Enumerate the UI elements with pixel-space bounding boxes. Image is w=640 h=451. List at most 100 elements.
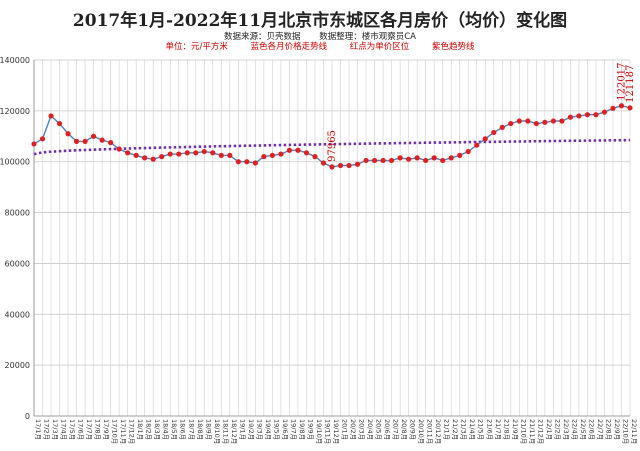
- data-point-10: [116, 146, 122, 152]
- y-tick-label-1: 20000: [5, 361, 30, 370]
- data-point-30: [286, 147, 293, 153]
- data-point-45: [414, 155, 420, 161]
- data-point-2: [48, 113, 54, 119]
- data-point-12: [133, 152, 139, 158]
- data-point-52: [474, 142, 480, 148]
- x-tick-label-58: 21/11月: [528, 419, 536, 444]
- x-tick-label-26: 19/3月: [255, 419, 263, 440]
- x-tick-label-44: 20/9月: [409, 419, 417, 440]
- data-point-25: [244, 159, 250, 165]
- data-point-53: [482, 136, 488, 142]
- y-tick-label-7: 140000: [0, 56, 30, 65]
- x-tick-label-5: 17/6月: [77, 419, 85, 440]
- x-tick-label-16: 18/5月: [170, 419, 178, 440]
- data-point-43: [397, 155, 403, 161]
- x-tick-label-62: 22/3月: [562, 419, 570, 440]
- trend-line: [33, 138, 631, 156]
- data-point-50: [457, 152, 463, 158]
- data-point-60: [542, 119, 548, 125]
- data-label-1: 122017: [616, 63, 627, 101]
- data-point-24: [235, 159, 241, 165]
- data-point-11: [125, 150, 131, 156]
- x-tick-label-42: 20/7月: [392, 419, 400, 440]
- data-point-47: [431, 155, 437, 161]
- data-point-14: [150, 156, 156, 162]
- x-tick-label-36: 20/1月: [341, 419, 349, 440]
- data-point-18: [184, 150, 190, 156]
- data-point-55: [499, 124, 505, 130]
- unit-label: 单位：元/平方米: [165, 42, 228, 52]
- x-tick-label-27: 19/4月: [264, 419, 272, 440]
- x-tick-label-31: 19/8月: [298, 419, 306, 440]
- x-tick-label-53: 21/6月: [485, 419, 493, 440]
- y-tick-label-0: 0: [25, 412, 30, 421]
- x-tick-label-6: 17/7月: [85, 419, 93, 440]
- x-tick-label-33: 19/10月: [315, 419, 323, 444]
- x-tick-label-55: 21/8月: [502, 419, 510, 440]
- x-tick-label-30: 19/7月: [289, 419, 297, 440]
- x-tick-label-34: 19/11月: [323, 419, 331, 444]
- x-tick-label-11: 17/12月: [128, 419, 136, 444]
- data-point-19: [193, 150, 199, 156]
- x-tick-label-57: 21/10月: [519, 419, 527, 444]
- x-tick-label-35: 19/12月: [332, 419, 340, 444]
- data-point-32: [303, 150, 310, 156]
- legend-red-points: 红点为单价区位: [349, 42, 410, 52]
- x-tick-label-24: 19/1月: [238, 419, 246, 440]
- x-tick-label-59: 21/12月: [536, 419, 544, 444]
- x-tick-label-10: 17/11月: [119, 419, 127, 444]
- data-point-54: [491, 129, 497, 136]
- x-tick-label-61: 22/2月: [553, 419, 561, 440]
- x-tick-label-29: 19/6月: [281, 419, 289, 440]
- x-tick-label-41: 20/6月: [383, 419, 391, 440]
- data-point-8: [99, 137, 105, 143]
- data-point-51: [465, 148, 471, 155]
- x-tick-label-54: 21/7月: [494, 419, 502, 440]
- data-point-70: [627, 105, 633, 111]
- x-tick-label-13: 18/2月: [145, 419, 153, 440]
- data-point-26: [252, 160, 258, 166]
- y-tick-label-3: 60000: [5, 259, 30, 268]
- chart-title: 2017年1月-2022年11月北京市东城区各月房价（均价）变化图: [72, 11, 568, 31]
- x-tick-label-47: 20/12月: [434, 419, 442, 444]
- y-tick-label-6: 120000: [0, 107, 30, 116]
- x-tick-label-66: 22/7月: [596, 419, 604, 440]
- x-tick-label-67: 22/8月: [604, 419, 612, 440]
- x-tick-label-8: 17/9月: [102, 419, 110, 440]
- data-point-3: [56, 120, 63, 127]
- x-tick-label-15: 18/4月: [162, 419, 170, 440]
- x-tick-label-23: 18/12月: [230, 419, 238, 444]
- data-point-4: [65, 131, 71, 137]
- data-point-69: [618, 103, 625, 109]
- x-tick-label-56: 21/9月: [511, 419, 519, 440]
- data-point-56: [508, 120, 514, 127]
- x-tick-label-18: 18/7月: [187, 419, 195, 440]
- data-point-29: [278, 151, 284, 157]
- data-point-68: [610, 105, 616, 111]
- data-point-1: [39, 136, 46, 142]
- x-tick-label-69: 22/10月: [621, 419, 629, 444]
- data-point-28: [269, 152, 275, 158]
- x-tick-label-39: 20/4月: [366, 419, 374, 440]
- data-point-38: [354, 161, 361, 167]
- x-tick-label-4: 17/5月: [68, 419, 76, 440]
- data-point-44: [406, 156, 412, 162]
- data-point-46: [423, 157, 429, 164]
- data-point-34: [320, 160, 327, 166]
- x-tick-label-48: 21/1月: [443, 419, 451, 440]
- data-point-67: [601, 109, 608, 115]
- data-point-17: [176, 151, 182, 157]
- legend-purple-trend: 紫色趋势线: [432, 42, 475, 52]
- x-tick-label-51: 21/4月: [468, 419, 476, 440]
- x-tick-label-40: 20/5月: [375, 419, 383, 440]
- x-tick-label-14: 18/3月: [153, 419, 161, 440]
- x-tick-label-7: 17/8月: [94, 419, 102, 440]
- x-tick-label-0: 17/1月: [34, 419, 42, 440]
- data-point-65: [584, 112, 591, 118]
- x-tick-label-19: 18/8月: [196, 419, 204, 440]
- data-point-31: [295, 147, 301, 153]
- data-point-63: [567, 114, 574, 120]
- data-point-5: [73, 138, 80, 144]
- x-tick-label-63: 22/4月: [570, 419, 578, 440]
